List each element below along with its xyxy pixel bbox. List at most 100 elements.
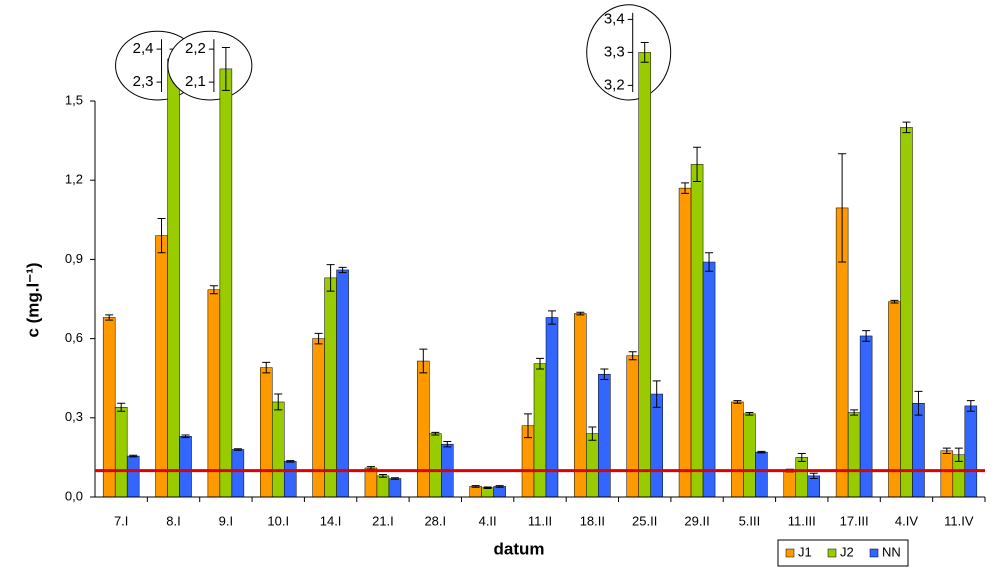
bar <box>179 436 192 498</box>
error-bar <box>640 42 649 63</box>
error-bar <box>443 441 452 448</box>
error-bar <box>378 474 387 478</box>
error-bar <box>600 368 609 381</box>
legend-swatch <box>785 548 795 558</box>
bar <box>167 58 180 498</box>
legend-swatch <box>869 548 879 558</box>
bar <box>376 475 390 498</box>
x-tick-label: 7.I <box>114 513 128 528</box>
bar <box>743 413 756 498</box>
bar <box>219 68 233 498</box>
error-bar <box>233 448 242 451</box>
error-bar <box>890 299 899 304</box>
x-tick-label: 11.III <box>788 513 816 528</box>
bar <box>888 301 901 498</box>
bar <box>283 461 297 498</box>
inset-tick-label: 2,3 <box>133 73 154 90</box>
bar <box>964 405 978 498</box>
error-bar <box>390 477 399 480</box>
inset-tick-label: 3,4 <box>604 10 625 27</box>
error-bar <box>209 285 218 295</box>
error-bar <box>588 426 597 441</box>
legend-label: J2 <box>840 544 854 559</box>
bar <box>859 335 873 498</box>
inset-tick-label: 2,2 <box>185 40 206 57</box>
bar <box>912 403 925 498</box>
bar <box>417 360 430 498</box>
bar <box>795 457 809 498</box>
inset-circle <box>167 30 253 101</box>
error-bar <box>338 266 347 274</box>
x-tick-label: 25.II <box>632 513 657 528</box>
bar <box>481 487 494 498</box>
x-tick-label: 29.II <box>684 513 709 528</box>
bar <box>598 373 611 498</box>
error-bar <box>862 330 871 342</box>
error-bar <box>524 413 532 439</box>
bar <box>940 450 954 498</box>
error-bar <box>274 393 283 411</box>
x-tick-label: 28.I <box>424 513 446 528</box>
error-bar <box>942 447 951 454</box>
bar <box>312 338 325 498</box>
error-bar <box>314 332 323 345</box>
error-bar <box>483 486 492 490</box>
bar <box>755 451 768 498</box>
bar <box>650 393 663 498</box>
x-tick-label: 4.IV <box>895 513 918 528</box>
bar <box>731 401 744 498</box>
x-tick-label: 18.II <box>580 513 605 528</box>
x-tick-label: 8.I <box>166 513 180 528</box>
bar <box>690 164 704 498</box>
bar <box>231 449 245 498</box>
bar <box>678 187 692 498</box>
x-tick-label: 10.I <box>267 513 289 528</box>
error-bar <box>117 402 126 412</box>
y-tick-label: 0,3 <box>65 409 83 424</box>
bar <box>388 478 402 498</box>
legend-box <box>777 539 909 567</box>
error-bar <box>850 409 859 416</box>
error-bar <box>286 460 295 463</box>
error-bar <box>914 390 923 416</box>
x-tick-label: 14.I <box>320 513 342 528</box>
bar <box>586 433 599 498</box>
x-tick-label: 21.I <box>372 513 394 528</box>
bar <box>271 401 285 498</box>
y-tick-label: 0,9 <box>65 251 83 266</box>
bar <box>126 455 140 498</box>
error-bar <box>681 182 690 194</box>
error-bar <box>576 311 585 316</box>
inset-tick-label: 3,2 <box>604 76 625 93</box>
error-bar <box>705 252 714 272</box>
error-bar <box>954 447 963 462</box>
bar <box>807 475 821 498</box>
bar <box>847 412 861 498</box>
x-tick-label: 9.I <box>219 513 233 528</box>
bar <box>900 127 913 498</box>
legend-label: J1 <box>798 544 812 559</box>
x-tick-label: 5.III <box>739 513 761 528</box>
legend-label: NN <box>882 544 901 559</box>
x-tick-label: 4.II <box>479 513 497 528</box>
bar <box>702 261 716 498</box>
x-tick-label: 11.IV <box>944 513 974 528</box>
error-bar <box>105 314 114 321</box>
error-bar <box>548 310 556 325</box>
error-bar <box>262 361 271 374</box>
bar <box>336 269 349 498</box>
error-bar <box>797 452 806 462</box>
error-bar <box>129 454 138 458</box>
inset-tick-label: 2,1 <box>185 73 206 90</box>
inset-tick-label: 3,3 <box>604 43 625 60</box>
bar <box>259 367 273 498</box>
bar <box>493 486 506 498</box>
bar <box>429 433 442 498</box>
error-bar <box>628 351 637 361</box>
bar <box>626 355 639 498</box>
error-bar <box>221 46 230 91</box>
y-tick-label: 1,2 <box>65 172 83 187</box>
bar <box>114 406 128 498</box>
error-bar <box>693 146 702 183</box>
y-tick-label: 0,0 <box>65 488 83 503</box>
